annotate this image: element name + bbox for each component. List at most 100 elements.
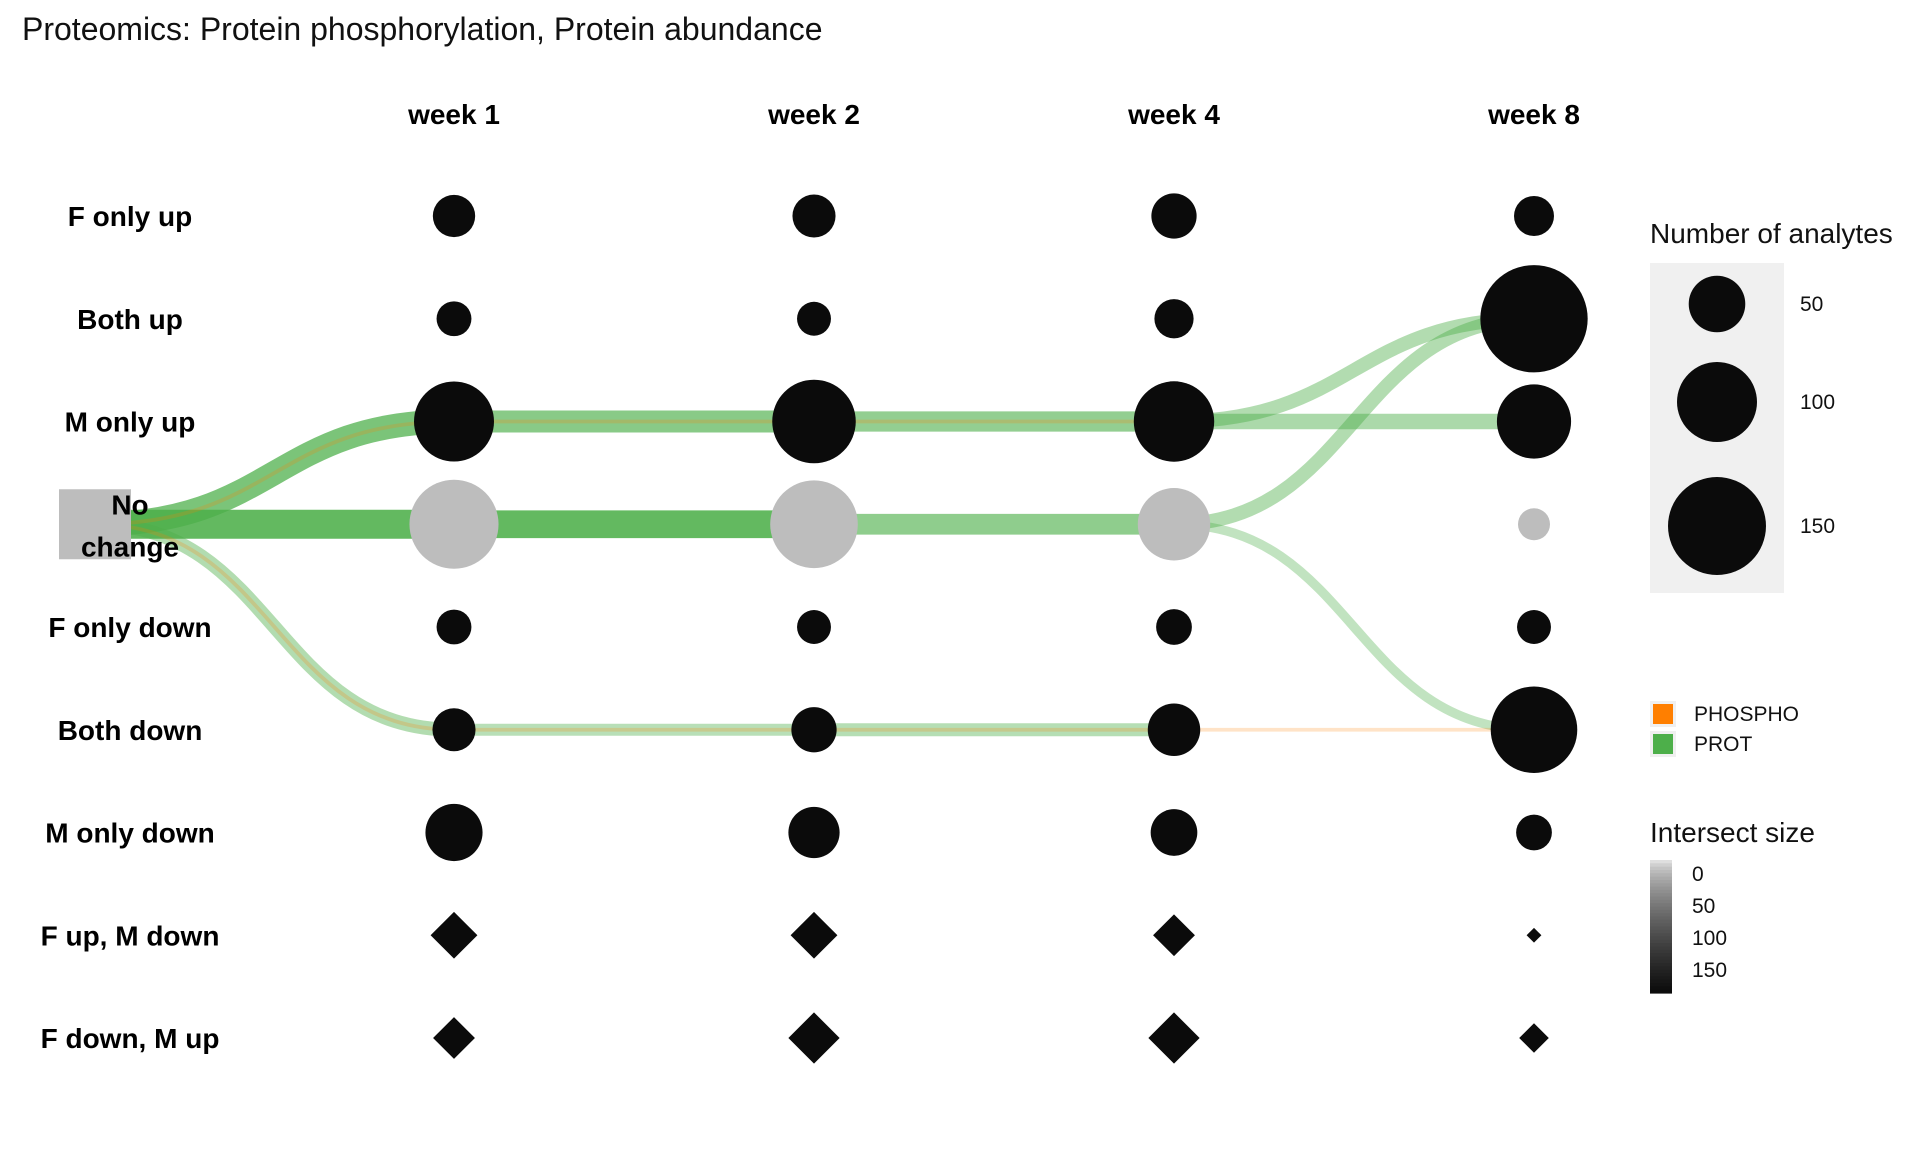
intersect-legend-bar-seg — [1650, 976, 1672, 981]
node-m-only-down-week-8 — [1516, 814, 1552, 851]
node-no-change-week-8 — [1518, 508, 1550, 541]
flow-phospho-14 — [94, 419, 455, 527]
intersect-legend-bar-seg — [1650, 863, 1672, 868]
intersect-legend-bar-seg — [1650, 899, 1672, 904]
intersect-legend-bar-seg — [1650, 919, 1672, 924]
node-m-only-down-week-1 — [425, 803, 483, 862]
intersect-legend-bar-seg — [1650, 966, 1672, 971]
node-f-up-m-down-week-4 — [1153, 914, 1195, 957]
size-legend-label-50: 50 — [1800, 293, 1823, 316]
size-legend-circle-100 — [1677, 362, 1757, 442]
node-m-only-down-week-4 — [1150, 809, 1198, 856]
size-legend-label-100: 100 — [1800, 391, 1835, 414]
intersect-legend-bar-seg — [1650, 926, 1672, 931]
intersect-legend-bar-seg — [1650, 889, 1672, 894]
intersect-legend-bar-seg — [1650, 933, 1672, 938]
node-f-only-up-week-1 — [432, 194, 476, 238]
node-m-only-up-week-1 — [414, 381, 494, 462]
start-node-label-line1: No — [111, 489, 148, 520]
series-legend-swatch-phospho — [1653, 704, 1673, 724]
row-label-f-only-down: F only down — [48, 612, 211, 643]
intersect-legend: Intersect size 0 50 100 150 — [1650, 817, 1815, 994]
node-both-up-week-2 — [797, 301, 831, 336]
intersect-legend-bar-seg — [1650, 876, 1672, 881]
intersect-legend-bar-seg — [1650, 923, 1672, 928]
node-both-up-week-1 — [436, 301, 472, 337]
column-label-week-1: week 1 — [407, 99, 500, 130]
intersect-legend-bar-seg — [1650, 866, 1672, 871]
column-label-week-2: week 2 — [767, 99, 860, 130]
intersect-legend-label-100: 100 — [1692, 927, 1727, 950]
row-label-both-up: Both up — [77, 304, 183, 335]
flow-prot-2 — [94, 517, 455, 737]
intersect-legend-bar-seg — [1650, 979, 1672, 984]
intersect-legend-bar-seg — [1650, 916, 1672, 921]
flow-prot-12 — [1173, 519, 1535, 735]
intersect-legend-bar-seg — [1650, 906, 1672, 911]
intersect-legend-label-0: 0 — [1692, 863, 1704, 886]
intersect-legend-bar-seg — [1650, 879, 1672, 884]
node-both-down-week-8 — [1490, 686, 1578, 774]
node-f-down-m-up-week-1 — [433, 1017, 475, 1059]
intersect-legend-label-50: 50 — [1692, 895, 1715, 918]
node-f-up-m-down-week-2 — [790, 911, 838, 959]
size-legend-circle-50 — [1688, 275, 1746, 333]
intersect-legend-bar-seg — [1650, 956, 1672, 961]
intersect-legend-bar-seg — [1650, 959, 1672, 964]
node-both-up-week-8 — [1480, 265, 1588, 373]
node-m-only-up-week-8 — [1496, 384, 1572, 459]
start-node: No change — [59, 489, 179, 562]
chart-title: Proteomics: Protein phosphorylation, Pro… — [22, 11, 822, 47]
intersect-legend-bar-seg — [1650, 946, 1672, 951]
intersect-legend-bar-seg — [1650, 896, 1672, 901]
row-label-m-only-up: M only up — [65, 407, 196, 438]
row-label-m-only-down: M only down — [45, 818, 215, 849]
size-legend-title: Number of analytes — [1650, 218, 1893, 249]
intersect-legend-label-150: 150 — [1692, 959, 1727, 982]
row-label-f-up-m-down: F up, M down — [41, 920, 220, 951]
row-labels: F only up Both up M only up F only down Both… — [41, 201, 220, 1054]
size-legend: Number of analytes 50 100 150 — [1650, 218, 1893, 593]
intersect-legend-bar-seg — [1650, 909, 1672, 914]
intersect-legend-bar-seg — [1650, 963, 1672, 967]
size-legend-circle-150 — [1668, 477, 1766, 575]
node-both-down-week-2 — [791, 707, 837, 753]
flow-ribbons — [94, 311, 1535, 737]
node-f-only-up-week-8 — [1514, 196, 1554, 236]
node-f-only-down-week-8 — [1517, 610, 1551, 644]
intersect-legend-title: Intersect size — [1650, 817, 1815, 848]
intersect-legend-bar-seg — [1650, 949, 1672, 954]
series-legend-label-phospho: PHOSPHO — [1694, 703, 1799, 726]
intersect-legend-bar-seg — [1650, 883, 1672, 888]
node-m-only-down-week-2 — [788, 806, 840, 859]
column-label-week-8: week 8 — [1487, 99, 1580, 130]
node-no-change-week-2 — [770, 480, 858, 569]
series-legend: PHOSPHO PROT — [1650, 701, 1799, 757]
row-label-f-only-up: F only up — [68, 201, 192, 232]
intersect-legend-bar-seg — [1650, 873, 1672, 878]
start-node-box — [59, 489, 131, 560]
intersect-legend-bar-seg — [1650, 929, 1672, 934]
node-f-only-down-week-4 — [1156, 609, 1192, 645]
intersect-legend-bar-seg — [1650, 953, 1672, 958]
intersect-legend-bar-seg — [1650, 989, 1672, 994]
node-f-only-down-week-2 — [797, 610, 831, 644]
intersect-legend-bar-seg — [1650, 913, 1672, 918]
flow-prot-9 — [1173, 311, 1535, 429]
row-label-f-down-m-up: F down, M up — [41, 1023, 220, 1054]
nodes — [409, 193, 1588, 1064]
intersect-legend-bar-seg — [1650, 943, 1672, 948]
node-f-up-m-down-week-1 — [430, 911, 478, 959]
intersect-legend-bar-seg — [1650, 886, 1672, 891]
node-f-only-down-week-1 — [436, 609, 472, 645]
node-m-only-up-week-4 — [1133, 381, 1215, 462]
intersect-legend-bar-seg — [1650, 969, 1672, 974]
node-no-change-week-1 — [409, 479, 499, 569]
node-f-only-up-week-2 — [792, 194, 836, 238]
series-legend-label-prot: PROT — [1694, 733, 1753, 756]
intersect-legend-bar-seg — [1650, 903, 1672, 908]
flow-phospho-13 — [94, 522, 455, 732]
column-label-week-4: week 4 — [1127, 99, 1220, 130]
node-m-only-up-week-2 — [772, 379, 856, 464]
node-no-change-week-4 — [1137, 488, 1211, 561]
